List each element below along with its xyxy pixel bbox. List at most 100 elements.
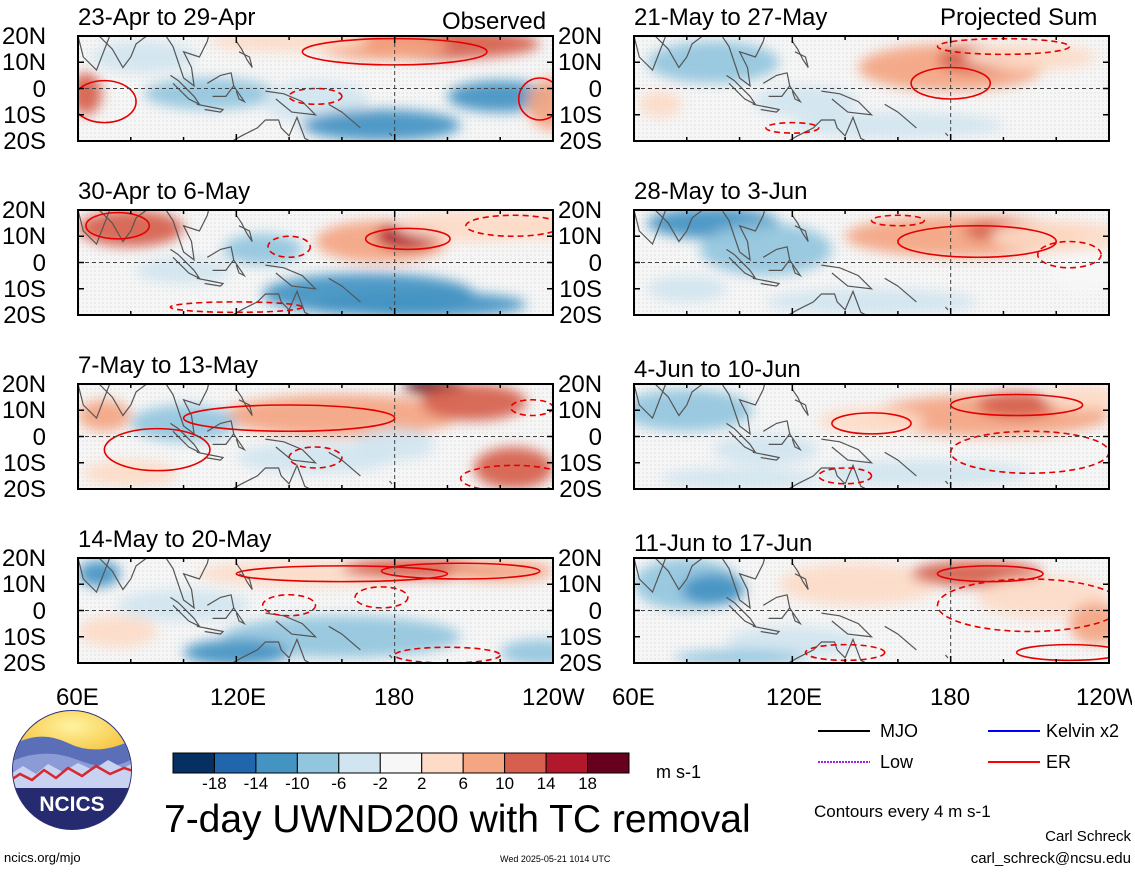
lat-label: 10S <box>559 623 602 651</box>
coastline <box>713 558 766 610</box>
lat-label: 10S <box>559 101 602 129</box>
colorbar-tick-label: -14 <box>243 774 269 793</box>
er-contour <box>364 227 451 251</box>
lon-label-180-right: 180 <box>930 684 971 711</box>
er-contour <box>393 646 502 663</box>
lat-label: 20N <box>2 371 47 398</box>
lat-label: 0 <box>588 597 602 625</box>
colorbar-swatch <box>255 752 298 774</box>
coastline <box>752 277 781 287</box>
coastline <box>388 132 393 137</box>
anomaly-region <box>223 233 303 266</box>
coastline <box>235 388 253 416</box>
anomaly-region <box>473 447 553 489</box>
coastline <box>235 562 253 590</box>
ncics-logo: NCICS <box>12 710 132 830</box>
lat-label: 0 <box>32 249 46 277</box>
coastline <box>944 306 949 311</box>
coastline <box>789 607 803 626</box>
anomaly-region <box>91 41 197 73</box>
coastline <box>206 594 235 619</box>
observed-tag: Observed <box>442 8 547 35</box>
anomaly-region <box>681 573 745 606</box>
lat-label: 10S <box>3 449 46 477</box>
coastline <box>634 210 667 246</box>
er-contour <box>169 301 304 314</box>
anomaly-region <box>634 389 753 432</box>
anomaly-region <box>500 639 553 663</box>
lat-label: 10S <box>3 101 46 129</box>
anomaly-region <box>78 72 102 115</box>
coastline <box>233 607 247 626</box>
lat-label: 10N <box>2 397 47 425</box>
anomaly-region <box>673 649 806 663</box>
lon-label-60e-left: 60E <box>56 684 99 711</box>
coastline <box>328 277 361 303</box>
coastline <box>328 625 361 651</box>
coastline <box>157 558 210 610</box>
anomaly-region <box>1043 384 1109 411</box>
coastline <box>944 132 949 137</box>
coastline <box>634 384 667 420</box>
legend-label-mjo: MJO <box>880 721 918 741</box>
anomaly-region <box>421 384 527 421</box>
coastline <box>789 259 803 278</box>
coastline <box>206 246 235 271</box>
coastline <box>884 451 917 477</box>
legend-lines <box>818 730 1040 763</box>
anomaly-region <box>143 78 276 110</box>
lat-label: 10N <box>2 571 47 599</box>
site-link[interactable]: ncics.org/mjo <box>4 850 81 865</box>
coastline <box>634 558 667 594</box>
anomaly-region <box>83 460 179 487</box>
anomaly-region <box>818 407 925 434</box>
colorbar-tick-label: 18 <box>578 774 597 793</box>
anomaly-region <box>209 36 369 52</box>
map-panel-5 <box>633 209 1110 316</box>
legend-label-er: ER <box>1046 752 1072 772</box>
lat-label: 20N <box>558 545 603 572</box>
anomaly-region <box>660 468 819 489</box>
coastline <box>713 36 766 88</box>
coastline <box>217 289 311 315</box>
anomaly-region <box>1069 602 1109 645</box>
er-contour <box>459 464 553 489</box>
panel-title-p6: 4-Jun to 10-Jun <box>634 356 801 383</box>
coastline <box>196 625 225 635</box>
anomaly-region <box>699 223 832 276</box>
colorbar-swatch <box>545 752 589 774</box>
coastline <box>944 654 949 659</box>
lat-label: 10S <box>559 449 602 477</box>
er-contour <box>465 214 553 238</box>
panel-title-p2: 7-May to 13-May <box>78 352 259 379</box>
coastline <box>196 103 225 113</box>
coastline <box>773 115 867 141</box>
lat-label: 10N <box>2 49 47 77</box>
map-panel-0 <box>77 35 554 142</box>
lon-label-120w-right: 120W <box>1076 684 1132 711</box>
coastline <box>78 36 111 72</box>
anomaly-region <box>990 220 1109 252</box>
coastline <box>98 384 147 417</box>
coastline <box>821 438 874 464</box>
er-contour <box>817 467 873 485</box>
contour-note: Contours every 4 m s-1 <box>814 802 991 821</box>
coastline <box>206 420 235 445</box>
anomaly-region <box>977 391 1057 419</box>
colorbar-tick-label: 2 <box>416 774 427 793</box>
lat-label: 20S <box>559 128 602 155</box>
lon-label-60e-right: 60E <box>612 684 655 711</box>
anomaly-region <box>236 441 395 474</box>
coastline <box>78 210 111 246</box>
er-contour <box>949 430 1109 475</box>
coastline <box>233 433 247 452</box>
er-contour <box>897 224 1058 259</box>
coastline <box>98 36 147 69</box>
lat-label: 20S <box>3 128 46 155</box>
coastline <box>762 420 791 445</box>
coastline <box>791 214 809 242</box>
anomaly-region <box>765 288 978 315</box>
er-contour <box>354 586 409 609</box>
lon-label-120w-left: 120W <box>522 684 585 711</box>
coastline <box>196 451 225 461</box>
